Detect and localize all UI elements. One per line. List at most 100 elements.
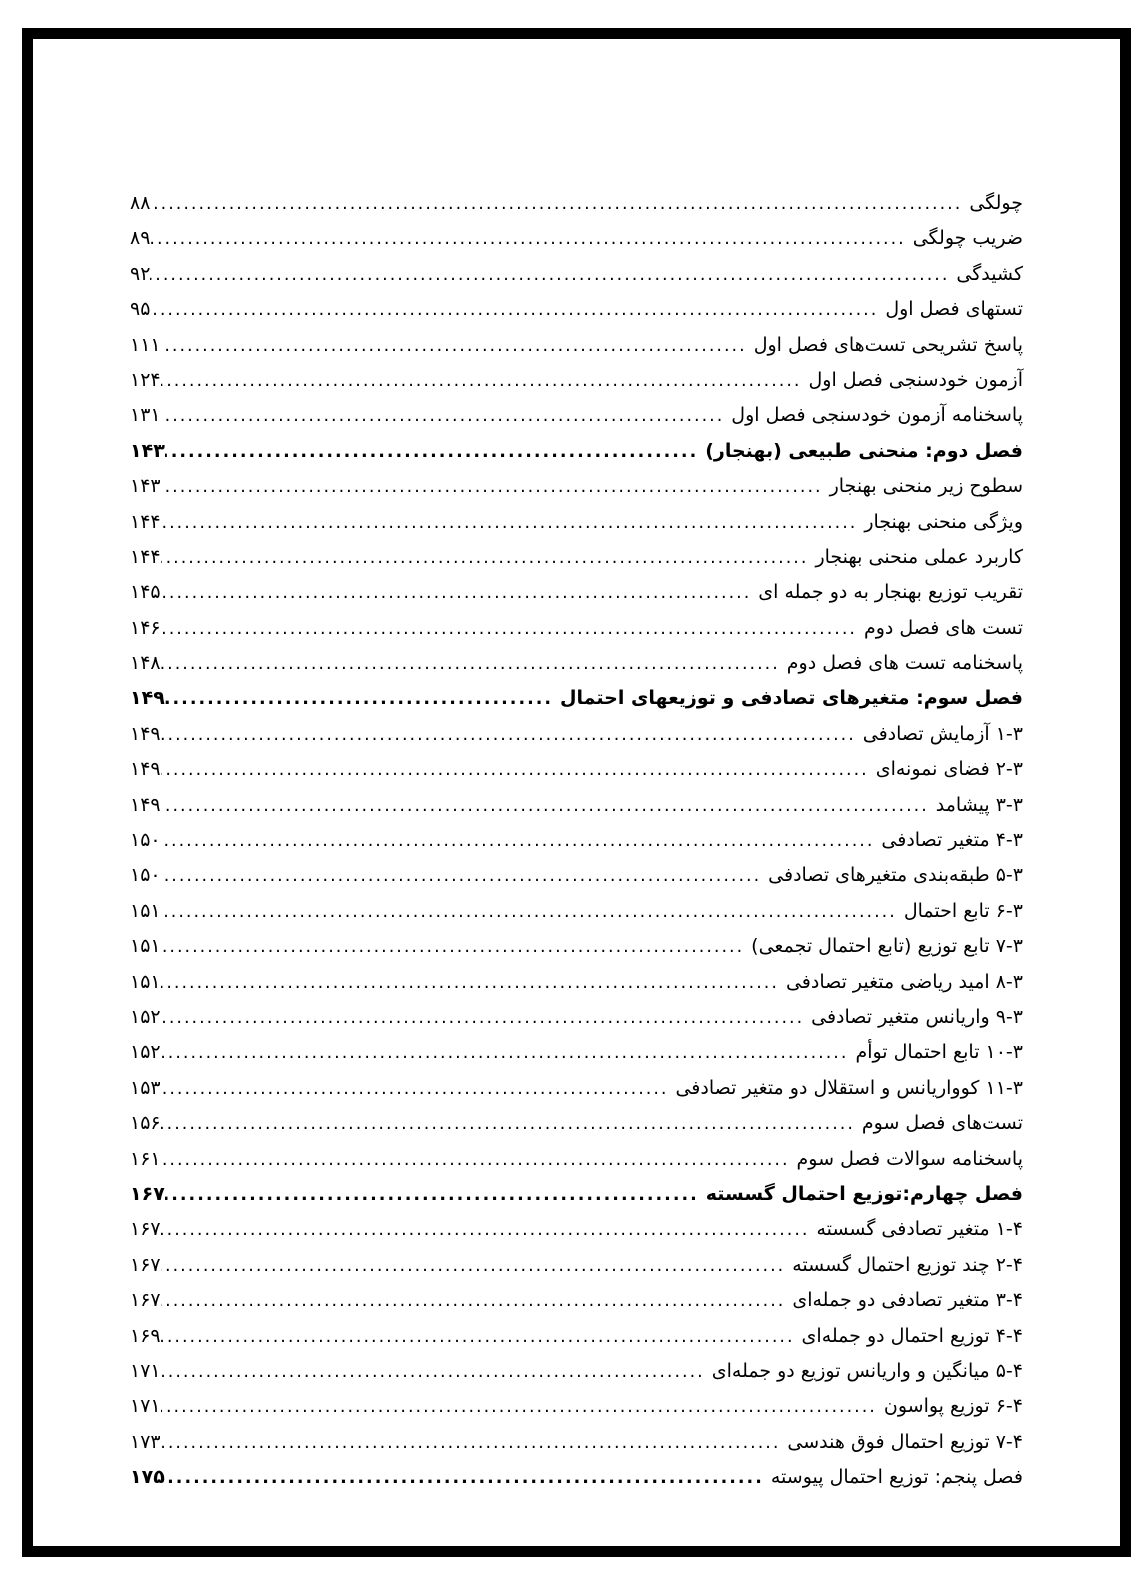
toc-entry: ۴-۴ توزیع احتمال دو جمله‌ای ۱۶۹ bbox=[130, 1319, 1023, 1354]
toc-entry: ویژگی منحنی بهنجار ۱۴۴ bbox=[130, 505, 1023, 540]
table-of-contents: چولگی ۸۸ ضریب چولگی ۸۹ کشیدگی ۹۲ تستهای … bbox=[33, 39, 1120, 1495]
toc-entry: فصل چهارم:توزیع احتمال گسسته ۱۶۷ bbox=[130, 1177, 1023, 1212]
dot-leader bbox=[161, 1072, 676, 1107]
toc-entry-title: ۹-۳ واریانس متغیر تصادفی bbox=[811, 1005, 1023, 1028]
toc-entry: ۶-۳ تابع احتمال ۱۵۱ bbox=[130, 894, 1023, 929]
toc-entry-page-number: ۱۴۹ bbox=[130, 687, 165, 710]
toc-entry-title: سطوح زیر منحنی بهنجار bbox=[829, 475, 1023, 498]
dot-leader bbox=[150, 187, 969, 222]
toc-entry: تستهای فصل اول ۹۵ bbox=[130, 292, 1023, 327]
toc-entry: ۷-۳ تابع توزیع (تابع احتمال تجمعی) ۱۵۱ bbox=[130, 929, 1023, 964]
toc-entry-page-number: ۱۶۹ bbox=[130, 1324, 161, 1347]
toc-entry-page-number: ۹۵ bbox=[130, 298, 151, 321]
toc-entry-page-number: ۱۳۱ bbox=[130, 404, 161, 427]
toc-entry: ۱-۳ آزمایش تصادفی ۱۴۹ bbox=[130, 717, 1023, 752]
toc-entry-title: ۱-۴ متغیر تصادفی گسسته bbox=[816, 1218, 1024, 1241]
toc-entry-title: ۵-۴ میانگین و واریانس توزیع دو جمله‌ای bbox=[711, 1359, 1023, 1382]
dot-leader bbox=[165, 1461, 771, 1496]
toc-entry-page-number: ۹۲ bbox=[130, 262, 151, 285]
toc-entry: پاسخ تشریحی تست‌های فصل اول ۱۱۱ bbox=[130, 328, 1023, 363]
dot-leader bbox=[165, 1178, 706, 1213]
toc-entry-page-number: ۱۲۴ bbox=[130, 368, 161, 391]
toc-entry-page-number: ۱۱۱ bbox=[130, 333, 161, 356]
toc-entry: کشیدگی ۹۲ bbox=[130, 257, 1023, 292]
dot-leader bbox=[161, 718, 863, 753]
toc-entry-page-number: ۱۵۱ bbox=[130, 935, 161, 958]
dot-leader bbox=[161, 329, 754, 364]
dot-leader bbox=[161, 1001, 812, 1036]
toc-entry-page-number: ۸۸ bbox=[130, 192, 151, 214]
toc-entry-page-number: ۱۴۶ bbox=[130, 616, 161, 639]
toc-entry-title: پاسخنامه سوالات فصل سوم bbox=[796, 1147, 1023, 1170]
toc-entry: ۱۱-۳ کوواریانس و استقلال دو متغیر تصادفی… bbox=[130, 1071, 1023, 1106]
dot-leader bbox=[161, 364, 809, 399]
dot-leader bbox=[161, 930, 752, 965]
dot-leader bbox=[161, 789, 936, 824]
toc-entry-title: ۷-۳ تابع توزیع (تابع احتمال تجمعی) bbox=[751, 935, 1023, 958]
toc-entry-title: ۴-۳ متغیر تصادفی bbox=[881, 829, 1023, 852]
toc-entry-page-number: ۱۴۳ bbox=[130, 475, 161, 498]
toc-entry-title: تست های فصل دوم bbox=[863, 616, 1023, 639]
toc-entry-page-number: ۱۵۲ bbox=[130, 1041, 161, 1064]
toc-entry: تقریب توزیع بهنجار به دو جمله ای ۱۴۵ bbox=[130, 575, 1023, 610]
toc-entry-title: چولگی bbox=[969, 192, 1023, 214]
toc-entry-page-number: ۱۵۱ bbox=[130, 899, 161, 922]
toc-entry: پاسخنامه تست های فصل دوم ۱۴۸ bbox=[130, 646, 1023, 681]
toc-entry-title: ۳-۴ متغیر تصادفی دو جمله‌ای bbox=[792, 1289, 1023, 1312]
toc-entry: ۷-۴ توزیع احتمال فوق هندسی ۱۷۳ bbox=[130, 1425, 1023, 1460]
toc-entry: آزمون خودسنجی فصل اول ۱۲۴ bbox=[130, 363, 1023, 398]
page-border: چولگی ۸۸ ضریب چولگی ۸۹ کشیدگی ۹۲ تستهای … bbox=[22, 28, 1131, 1557]
toc-entry-page-number: ۱۷۵ bbox=[130, 1466, 165, 1489]
dot-leader bbox=[161, 895, 904, 930]
toc-entry-page-number: ۱۴۳ bbox=[130, 439, 165, 462]
toc-entry-title: ۴-۴ توزیع احتمال دو جمله‌ای bbox=[801, 1324, 1023, 1347]
toc-entry-page-number: ۱۶۱ bbox=[130, 1147, 161, 1170]
toc-entry-page-number: ۱۵۳ bbox=[130, 1076, 161, 1099]
toc-entry-title: ۲-۳ فضای نمونه‌ای bbox=[875, 758, 1023, 781]
toc-entry-title: ویژگی منحنی بهنجار bbox=[864, 510, 1023, 533]
toc-entry-title: فصل دوم: منحنی طبیعی (بهنجار) bbox=[705, 439, 1023, 462]
dot-leader bbox=[161, 1107, 862, 1142]
toc-entry-title: ۱۰-۳ تابع احتمال توأم bbox=[855, 1041, 1023, 1064]
toc-entry-title: فصل چهارم:توزیع احتمال گسسته bbox=[705, 1182, 1023, 1205]
toc-entry-page-number: ۱۵۰ bbox=[130, 864, 161, 887]
toc-entry-page-number: ۱۵۱ bbox=[130, 970, 161, 993]
dot-leader bbox=[150, 222, 912, 257]
toc-entry: ضریب چولگی ۸۹ bbox=[130, 221, 1023, 256]
toc-entry: ۹-۳ واریانس متغیر تصادفی ۱۵۲ bbox=[130, 1000, 1023, 1035]
toc-entry-title: فصل پنجم: توزیع احتمال پیوسته bbox=[770, 1466, 1023, 1489]
toc-entry-page-number: ۱۷۱ bbox=[130, 1359, 161, 1382]
dot-leader bbox=[161, 1249, 793, 1284]
toc-entry-page-number: ۱۵۶ bbox=[130, 1112, 161, 1135]
toc-entry-page-number: ۱۶۷ bbox=[130, 1253, 161, 1276]
toc-entry-page-number: ۱۵۲ bbox=[130, 1005, 161, 1028]
dot-leader bbox=[161, 1284, 793, 1319]
dot-leader bbox=[161, 506, 865, 541]
toc-entry: ۵-۳ طبقه‌بندی متغیرهای تصادفی ۱۵۰ bbox=[130, 858, 1023, 893]
toc-entry-page-number: ۱۷۳ bbox=[130, 1430, 161, 1453]
toc-entry-page-number: ۱۷۱ bbox=[130, 1395, 161, 1418]
dot-leader bbox=[161, 1355, 712, 1390]
toc-entry-title: ۷-۴ توزیع احتمال فوق هندسی bbox=[787, 1430, 1023, 1453]
toc-entry-title: پاسخ تشریحی تست‌های فصل اول bbox=[753, 333, 1023, 356]
toc-entry: تست‌های فصل سوم ۱۵۶ bbox=[130, 1106, 1023, 1141]
toc-entry: ۴-۳ متغیر تصادفی ۱۵۰ bbox=[130, 823, 1023, 858]
toc-entry-title: پاسخنامه آزمون خودسنجی فصل اول bbox=[731, 404, 1023, 427]
toc-entry: ۲-۴ چند توزیع احتمال گسسته ۱۶۷ bbox=[130, 1248, 1023, 1283]
toc-entry-title: ۶-۳ تابع احتمال bbox=[903, 899, 1023, 922]
dot-leader bbox=[161, 576, 759, 611]
dot-leader bbox=[161, 1036, 856, 1071]
toc-entry: ۱-۴ متغیر تصادفی گسسته ۱۶۷ bbox=[130, 1212, 1023, 1247]
dot-leader bbox=[161, 1320, 802, 1355]
toc-entry: ۵-۴ میانگین و واریانس توزیع دو جمله‌ای ۱… bbox=[130, 1354, 1023, 1389]
toc-entry-title: تستهای فصل اول bbox=[885, 298, 1023, 321]
toc-entry-title: ضریب چولگی bbox=[912, 227, 1023, 250]
toc-entry-page-number: ۱۶۷ bbox=[130, 1218, 161, 1241]
toc-entry-title: ۳-۳ پیشامد bbox=[935, 793, 1023, 816]
toc-entry-title: ۱-۳ آزمایش تصادفی bbox=[862, 722, 1023, 745]
toc-entry-page-number: ۱۶۷ bbox=[130, 1289, 161, 1312]
toc-entry-page-number: ۱۴۸ bbox=[130, 652, 161, 675]
toc-entry-title: ۶-۴ توزیع پواسون bbox=[883, 1395, 1023, 1418]
toc-entry-title: پاسخنامه تست های فصل دوم bbox=[786, 652, 1023, 675]
toc-entry-title: کشیدگی bbox=[956, 262, 1023, 285]
